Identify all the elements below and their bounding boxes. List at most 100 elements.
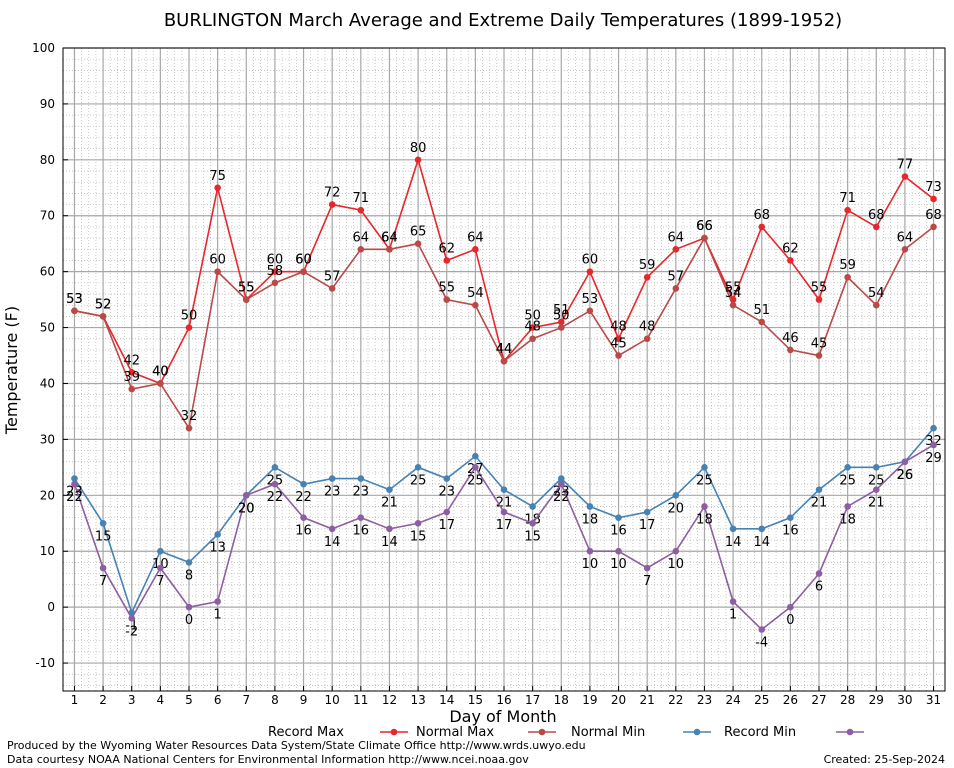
normal-max-point <box>672 285 680 292</box>
normal-max-point <box>414 240 422 247</box>
normal-min-data-label: 14 <box>753 535 770 550</box>
normal-max-data-label: 40 <box>152 364 169 379</box>
y-axis-label: Temperature (F) <box>2 306 21 435</box>
normal-max-point <box>386 245 393 253</box>
record-max-data-label: 71 <box>839 191 856 206</box>
record-min-point <box>157 564 164 572</box>
normal-max-point <box>529 335 536 343</box>
normal-max-legend-marker <box>538 728 546 736</box>
record-max-data-label: 62 <box>782 241 799 256</box>
normal-min-point <box>844 464 851 471</box>
record-min-point <box>844 503 851 510</box>
normal-max-data-label: 55 <box>438 281 455 296</box>
normal-max-point <box>872 301 880 309</box>
normal-max-data-label: 48 <box>524 320 541 335</box>
normal-max-point <box>185 424 193 432</box>
normal-min-data-label: 8 <box>185 568 193 583</box>
x-tick-label: 25 <box>754 693 769 707</box>
record-min-point <box>214 598 221 605</box>
normal-min-legend-marker <box>693 728 701 736</box>
normal-max-data-label: 44 <box>496 342 513 357</box>
record-min-data-label: 14 <box>324 535 341 550</box>
normal-max-point <box>300 268 307 275</box>
normal-min-data-label: 25 <box>696 473 713 488</box>
record-max-data-label: 68 <box>753 208 770 223</box>
normal-min-point <box>758 525 766 533</box>
normal-min-data-label: 21 <box>381 496 398 511</box>
normal-min-data-label: 23 <box>324 485 341 500</box>
x-tick-label: 29 <box>869 693 884 707</box>
record-max-data-label: 42 <box>123 353 140 368</box>
record-min-data-label: 26 <box>897 468 914 483</box>
normal-max-point <box>901 245 909 253</box>
record-max-data-label: 71 <box>353 191 370 206</box>
normal-max-data-label: 50 <box>553 309 570 324</box>
record-max-data-label: 51 <box>553 303 570 318</box>
record-max-data-label: 59 <box>639 258 656 273</box>
record-min-point <box>787 603 794 611</box>
legend: Record Max Normal Max Normal Min Record Min <box>268 725 864 740</box>
x-tick-label: 6 <box>214 693 222 707</box>
record-min-point <box>729 598 737 605</box>
record-min-point <box>758 626 766 633</box>
record-max-data-label: 50 <box>181 309 198 324</box>
normal-max-point <box>443 296 451 303</box>
normal-min-point <box>615 514 622 521</box>
record-max-point <box>758 223 766 231</box>
normal-min-point <box>729 525 737 533</box>
record-min-data-label: 10 <box>610 557 627 572</box>
normal-max-point <box>242 296 250 303</box>
normal-min-point <box>71 475 78 482</box>
record-max-point <box>128 368 136 376</box>
normal-min-point <box>872 464 880 471</box>
normal-max-data-label: 45 <box>811 337 828 352</box>
normal-min-point <box>414 464 422 471</box>
record-max-point <box>787 257 794 264</box>
record-max-point <box>930 195 937 203</box>
normal-min-data-label: 16 <box>610 524 627 539</box>
record-min-legend-label: Record Min <box>724 725 796 740</box>
record-max-point <box>185 324 193 331</box>
record-min-data-label: 17 <box>438 518 455 533</box>
normal-max-data-label: 57 <box>324 269 341 284</box>
normal-min-data-label: 14 <box>725 535 742 550</box>
normal-min-point <box>99 519 107 527</box>
x-tick-label: 19 <box>582 693 597 707</box>
normal-min-data-label: 23 <box>353 485 370 500</box>
normal-max-point <box>729 301 737 309</box>
normal-min-point <box>930 424 937 432</box>
normal-min-point <box>815 486 823 494</box>
normal-min-data-label: 13 <box>209 540 226 555</box>
record-max-point <box>271 268 279 275</box>
x-tick-label: 1 <box>71 693 79 707</box>
normal-min-data-label: 26 <box>897 468 914 483</box>
x-tick-label: 20 <box>611 693 626 707</box>
normal-min-point <box>643 508 651 516</box>
record-min-point <box>815 570 823 577</box>
record-min-point <box>472 464 479 471</box>
grid <box>63 47 945 691</box>
x-tick-label: 22 <box>668 693 683 707</box>
normal-max-data-label: 46 <box>782 331 799 346</box>
record-max-data-label: 64 <box>668 230 685 245</box>
record-min-point <box>271 480 279 488</box>
record-min-data-label: 21 <box>868 496 885 511</box>
record-min-data-label: 25 <box>467 473 484 488</box>
record-max-point <box>586 268 594 275</box>
normal-min-point <box>300 480 307 488</box>
normal-min-point <box>586 503 594 510</box>
normal-max-point <box>71 307 78 315</box>
normal-max-data-label: 65 <box>410 225 427 240</box>
record-min-data-label: 18 <box>696 512 713 527</box>
normal-max-point <box>500 357 508 365</box>
record-min-data-label: 22 <box>267 490 284 505</box>
normal-min-point <box>271 464 279 471</box>
normal-max-point <box>701 234 708 242</box>
normal-min-data-label: 16 <box>782 524 799 539</box>
record-min-data-label: 15 <box>524 529 541 544</box>
y-tick-label: 0 <box>47 600 55 614</box>
normal-max-data-label: 58 <box>267 264 284 279</box>
record-min-point <box>901 458 909 466</box>
